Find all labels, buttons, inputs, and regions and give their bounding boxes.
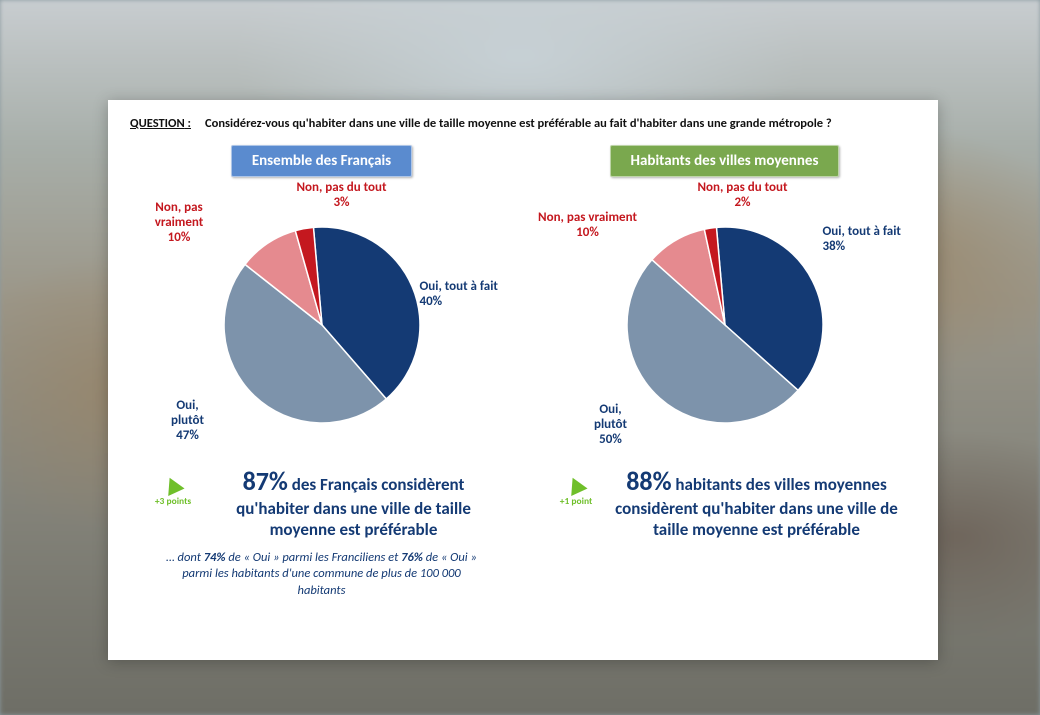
label-right-non-plutot: Non, pas vraiment 10%: [523, 211, 653, 241]
evolution-right-text: +1 point: [560, 495, 593, 507]
summary-left: 87% des Français considèrent qu'habiter …: [208, 465, 499, 540]
panel-right: Habitants des villes moyennes Non, pas d…: [533, 145, 916, 637]
evolution-right: +1 point: [547, 465, 605, 507]
label-left-non-plutot: Non, pas vraiment 10%: [142, 201, 217, 246]
question-row: QUESTION Considérez-vous qu'habiter dans…: [130, 116, 916, 131]
pie-chart-right: [625, 225, 825, 425]
evolution-left: +3 points: [144, 465, 202, 507]
pie-left-wrap: Non, pas du tout 3% Non, pas vraiment 10…: [132, 185, 512, 465]
pie-right-wrap: Non, pas du tout 2% Non, pas vraiment 10…: [535, 185, 915, 465]
summary-right-pct: 88%: [626, 465, 671, 497]
arrow-up-icon: [564, 474, 587, 496]
evolution-left-text: +3 points: [155, 495, 191, 507]
label-left-non-fort: Non, pas du tout 3%: [282, 181, 402, 211]
pie-chart-left: [222, 225, 422, 425]
panels: Ensemble des Français Non, pas du tout 3…: [130, 145, 916, 637]
label-right-non-fort: Non, pas du tout 2%: [683, 181, 803, 211]
panel-left: Ensemble des Français Non, pas du tout 3…: [130, 145, 513, 637]
summary-left-row: +3 points 87% des Français considèrent q…: [130, 465, 513, 540]
footnote-left: … dont 74% de « Oui » parmi les Francili…: [130, 550, 513, 599]
label-left-oui-plutot: Oui, plutôt 47%: [158, 399, 218, 444]
summary-left-pct: 87%: [243, 465, 288, 497]
summary-right: 88% habitants des villes moyennes consid…: [611, 465, 902, 540]
question-text: Considérez-vous qu'habiter dans une vill…: [205, 116, 832, 131]
label-left-oui-fort: Oui, tout à fait 40%: [420, 280, 530, 310]
arrow-up-icon: [161, 474, 184, 496]
panel-right-header: Habitants des villes moyennes: [610, 145, 840, 177]
slide-sheet: QUESTION Considérez-vous qu'habiter dans…: [108, 100, 938, 660]
label-right-oui-plutot: Oui, plutôt 50%: [581, 403, 641, 448]
question-label: QUESTION: [130, 116, 191, 131]
panel-left-header: Ensemble des Français: [231, 145, 412, 177]
summary-right-row: +1 point 88% habitants des villes moyenn…: [533, 465, 916, 540]
label-right-oui-fort: Oui, tout à fait 38%: [823, 225, 933, 255]
